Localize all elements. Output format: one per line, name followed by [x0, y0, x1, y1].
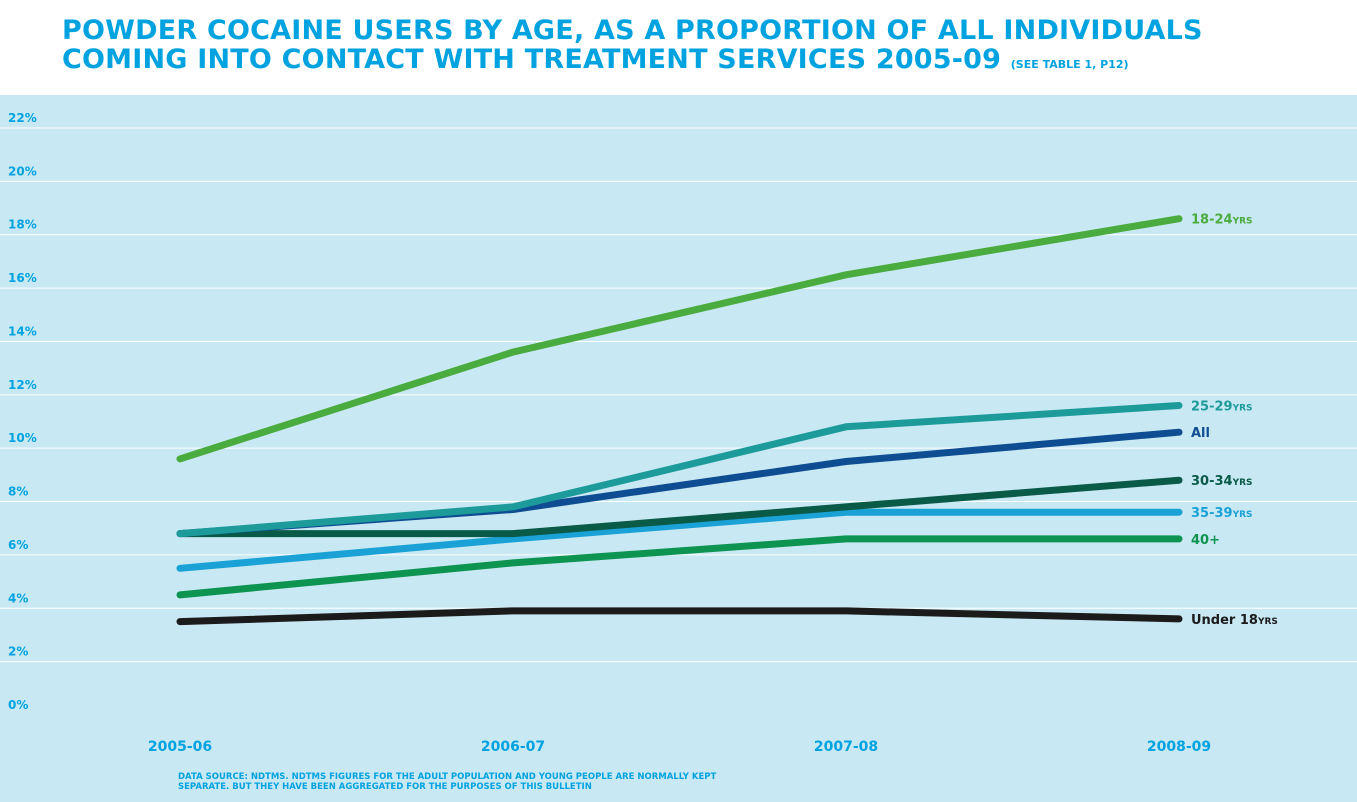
y-tick-label: 2% — [8, 645, 28, 659]
series-lines — [176, 215, 1183, 626]
series-label: 25-29YRS — [1191, 399, 1253, 414]
source-line-2: SEPARATE. BUT THEY HAVE BEEN AGGREGATED … — [178, 782, 592, 792]
y-tick-label: 0% — [8, 698, 28, 712]
x-axis: 2005-06 2006-07 2007-08 2008-09 — [148, 739, 1211, 755]
table-reference: (SEE TABLE 1, P12) — [1010, 58, 1129, 71]
series-label: All — [1191, 426, 1210, 441]
series-line — [176, 535, 1183, 599]
x-tick-label: 2006-07 — [481, 739, 545, 755]
title-line-2: COMING INTO CONTACT WITH TREATMENT SERVI… — [62, 45, 1342, 79]
y-tick-label: 14% — [8, 324, 37, 338]
y-axis: 0% 2% 4% 6% 8% 10% 12% 14% 16% 18% 20% 22% — [8, 111, 37, 712]
y-tick-label: 12% — [8, 378, 37, 392]
series-line — [176, 402, 1183, 538]
source-line-1: DATA SOURCE: NDTMS. NDTMS FIGURES FOR TH… — [178, 772, 717, 782]
series-line — [176, 476, 1183, 538]
line-chart: 0%2%4%6%8%10%12%14%16%18%20%22% 2005-06 2… — [0, 111, 1357, 755]
series-label: Under 18YRS — [1191, 613, 1278, 628]
gridlines — [0, 127, 1357, 663]
series-labels: 18-24YRS 25-29YRS All 30-34YRS 35-39YRS 40+ Un… — [1191, 213, 1278, 628]
series-label: 30-34YRS — [1191, 474, 1253, 489]
y-tick-label: 8% — [8, 485, 28, 499]
chart-panel: 0% 2% 4% 6% 8% 10% 12% 14% 16% 18% 20% 22% 2005-06 2… — [0, 95, 1357, 802]
series-line — [176, 607, 1183, 626]
y-tick-label: 10% — [8, 431, 37, 445]
title-line-1: POWDER COCAINE USERS BY AGE, AS A PROPOR… — [62, 15, 1203, 46]
series-line — [176, 215, 1183, 463]
y-tick-label: 22% — [8, 111, 37, 125]
y-tick-label: 4% — [8, 591, 28, 605]
x-tick-label: 2005-06 — [148, 739, 212, 755]
y-tick-label: 6% — [8, 538, 28, 552]
y-tick-label: 16% — [8, 271, 37, 285]
y-tick-label: 18% — [8, 218, 37, 232]
series-label: 35-39YRS — [1191, 506, 1253, 521]
x-tick-label: 2007-08 — [814, 739, 878, 755]
series-label: 18-24YRS — [1191, 213, 1253, 228]
series-line — [176, 508, 1183, 572]
data-source-note: DATA SOURCE: NDTMS. NDTMS FIGURES FOR TH… — [178, 772, 938, 792]
x-tick-label: 2008-09 — [1147, 739, 1211, 755]
series-label: 40+ — [1191, 533, 1220, 548]
y-tick-label: 20% — [8, 164, 37, 178]
title-line-2-text: COMING INTO CONTACT WITH TREATMENT SERVI… — [62, 44, 1002, 75]
chart-title: POWDER COCAINE USERS BY AGE, AS A PROPOR… — [62, 16, 1342, 79]
